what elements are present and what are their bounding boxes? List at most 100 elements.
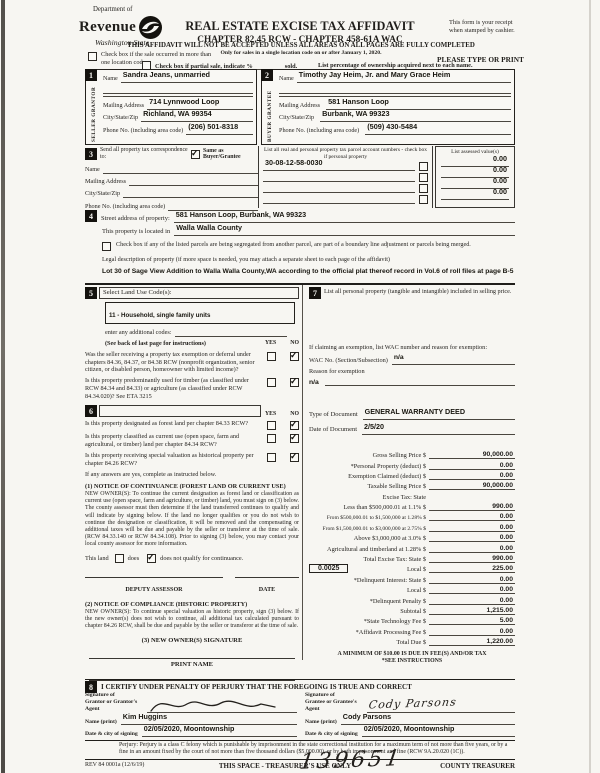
- grantee-name-field[interactable]: Cody Parsons: [340, 706, 515, 725]
- segregated-label: Check box if any of the listed parcels a…: [116, 241, 471, 248]
- seller-name-field[interactable]: Sandra Jeans, unmarried: [120, 64, 253, 83]
- wac-field[interactable]: n/a: [391, 346, 515, 365]
- reason-exemption-field[interactable]: [324, 384, 515, 386]
- timber-no-checkbox[interactable]: [290, 376, 299, 387]
- street-address-label: Street address of property:: [101, 214, 170, 222]
- section6-header-bar: [99, 405, 261, 418]
- treasurer-stamp-number: 139651: [297, 746, 405, 773]
- parcel-field-3[interactable]: [263, 192, 415, 194]
- grantor-date-field[interactable]: 02/05/2020, Moontownship: [141, 718, 297, 737]
- forest-no-checkbox[interactable]: [290, 419, 299, 431]
- seller-name2-field[interactable]: [103, 93, 253, 94]
- ownership-note: List percentage of ownership acquired ne…: [318, 62, 473, 69]
- personal-property-checkbox-3[interactable]: [419, 184, 428, 194]
- gross-price-value: 90,000.00: [429, 451, 515, 460]
- same-as-buyer-checkbox[interactable]: [191, 148, 201, 159]
- does-qualify-checkbox[interactable]: [114, 553, 124, 563]
- header-warning: THIS AFFIDAVIT WILL NOT BE ACCEPTED UNLE…: [127, 42, 475, 49]
- buyer-name2-field[interactable]: [279, 93, 511, 94]
- assessed-field-2[interactable]: 0.00: [441, 159, 509, 178]
- assessed-field-4[interactable]: 0.00: [441, 181, 509, 200]
- does-not-qualify-checkbox[interactable]: [147, 552, 157, 563]
- doc-type-field[interactable]: GENERAL WARRANTY DEED: [362, 401, 515, 420]
- financial-block: Gross Selling Price $90,000.00 *Personal…: [309, 449, 515, 647]
- form-title: REAL ESTATE EXCISE TAX AFFIDAVIT: [185, 19, 415, 33]
- grantor-name-field[interactable]: Kim Huggins: [120, 706, 297, 725]
- new-owners-signature-field[interactable]: [89, 644, 295, 660]
- grantor-signature-field[interactable]: [147, 697, 297, 713]
- buyer-city-field[interactable]: Burbank, WA 99323: [320, 103, 511, 122]
- subtotal-value: 1,215.00: [429, 607, 515, 615]
- certify-statement: I CERTIFY UNDER PENALTY OF PERJURY THAT …: [101, 683, 412, 691]
- buyer-box: 2 BUYER GRANTEE Name Timothy Jay Heim, J…: [261, 69, 515, 145]
- historic-no-checkbox[interactable]: [290, 451, 299, 462]
- timber-yes-checkbox[interactable]: [267, 378, 276, 387]
- tier4-label: Above $3,000,000 at 3.0% $: [353, 535, 426, 543]
- segregated-checkbox[interactable]: [102, 242, 111, 251]
- section7-number: 7: [309, 287, 321, 299]
- assessed-field-1[interactable]: 0.00: [441, 148, 509, 167]
- current-use-yes-checkbox[interactable]: [267, 434, 276, 444]
- tier1-label: Less than $500,000.01 at 1.1% $: [343, 504, 426, 512]
- personal-property-checkbox-4[interactable]: [419, 195, 428, 205]
- forest-yes-checkbox[interactable]: [267, 421, 276, 431]
- seller-phone-field[interactable]: (206) 501-8318: [186, 116, 253, 135]
- parcel-field-1[interactable]: 30-08-12-58-0030: [263, 152, 415, 172]
- doc-date-field[interactable]: 2/5/20: [362, 416, 515, 435]
- buyer-city-label: City/State/Zip: [279, 114, 315, 122]
- reason-exemption-value: n/a: [309, 378, 319, 386]
- grantor-signature-scribble: [150, 700, 276, 712]
- section3-number: 3: [85, 148, 97, 161]
- seller-mailing-field[interactable]: 714 Lynnwood Loop: [147, 91, 253, 110]
- parcel-field-4[interactable]: [263, 203, 415, 205]
- section7-title: List all personal property (tangible and…: [324, 288, 512, 295]
- current-use-no-checkbox[interactable]: [290, 432, 299, 444]
- seller-city-field[interactable]: Richland, WA 99354: [141, 103, 253, 122]
- section5-number: 5: [85, 287, 97, 299]
- local-rate-box[interactable]: 0.0025: [309, 564, 349, 574]
- multi-location-checkbox[interactable]: [88, 52, 97, 61]
- reason-exemption-label: Reason for exemption: [309, 367, 365, 375]
- street-address-field[interactable]: 581 Hanson Loop, Burbank, WA 99323: [173, 204, 515, 223]
- personal-property-checkbox-1[interactable]: [419, 162, 428, 172]
- agricultural-value: 0.00: [429, 545, 515, 553]
- corr-mailing-label: Mailing Address: [85, 178, 127, 185]
- land-use-code-select[interactable]: 11 - Household, single family units: [105, 302, 295, 324]
- agricultural-label: Agricultural and timberland at 1.28% $: [327, 545, 426, 553]
- located-in-field[interactable]: Walla Walla County: [174, 217, 515, 236]
- county-treasurer-label: COUNTY TREASURER: [440, 761, 515, 770]
- buyer-name-field[interactable]: Timothy Jay Heim, Jr. and Mary Grace Hei…: [296, 64, 511, 83]
- historic-yes-checkbox[interactable]: [267, 452, 276, 462]
- tier1-value: 990.00: [429, 503, 515, 512]
- seller-side-label: SELLER GRANTOR: [90, 86, 97, 142]
- additional-codes-field[interactable]: [174, 336, 287, 337]
- total-excise-state-label: Total Excise Tax: State $: [363, 556, 426, 564]
- subtotal-label: Subtotal $: [400, 607, 426, 615]
- corr-name-field[interactable]: [102, 172, 258, 174]
- parcel-field-2[interactable]: [263, 181, 415, 183]
- corr-phone-field[interactable]: [168, 209, 258, 211]
- technology-fee-label: *State Technology Fee $: [363, 618, 426, 626]
- legal-description-value[interactable]: Lot 30 of Sage View Addition to Walla Wa…: [102, 267, 514, 275]
- section4-number: 4: [85, 210, 97, 222]
- form-rev-number: REV 84 0001a (12/6/19): [85, 761, 145, 768]
- assessed-field-3[interactable]: 0.00: [441, 170, 509, 189]
- total-due-value: 1,220.00: [429, 638, 515, 647]
- question-historic-property: Is this property receiving special valua…: [85, 451, 254, 467]
- buyer-mailing-field[interactable]: 581 Hanson Loop: [326, 91, 511, 110]
- corr-city-field[interactable]: [123, 196, 258, 198]
- seller-exemption-yes-checkbox[interactable]: [267, 351, 276, 361]
- print-name-field[interactable]: [89, 668, 295, 682]
- personal-property-checkbox-2[interactable]: [419, 173, 428, 183]
- section2-number: 2: [261, 69, 273, 81]
- seller-exemption-no-checkbox[interactable]: [290, 350, 299, 361]
- buyer-side-label: BUYER GRANTEE: [266, 90, 273, 142]
- corr-mailing-field[interactable]: [129, 184, 258, 186]
- revenue-logo: Department of Revenue Washington State: [79, 6, 189, 47]
- section6-number: 6: [85, 405, 97, 418]
- additional-codes-label: enter any additional codes:: [105, 329, 172, 337]
- grantee-signature-field[interactable]: Cody Parsons: [367, 694, 515, 713]
- buyer-phone-field[interactable]: (509) 430-5484: [365, 116, 511, 135]
- grantee-date-field[interactable]: 02/05/2020, Moontownship: [361, 718, 515, 737]
- scan-edge-left: [1, 0, 5, 773]
